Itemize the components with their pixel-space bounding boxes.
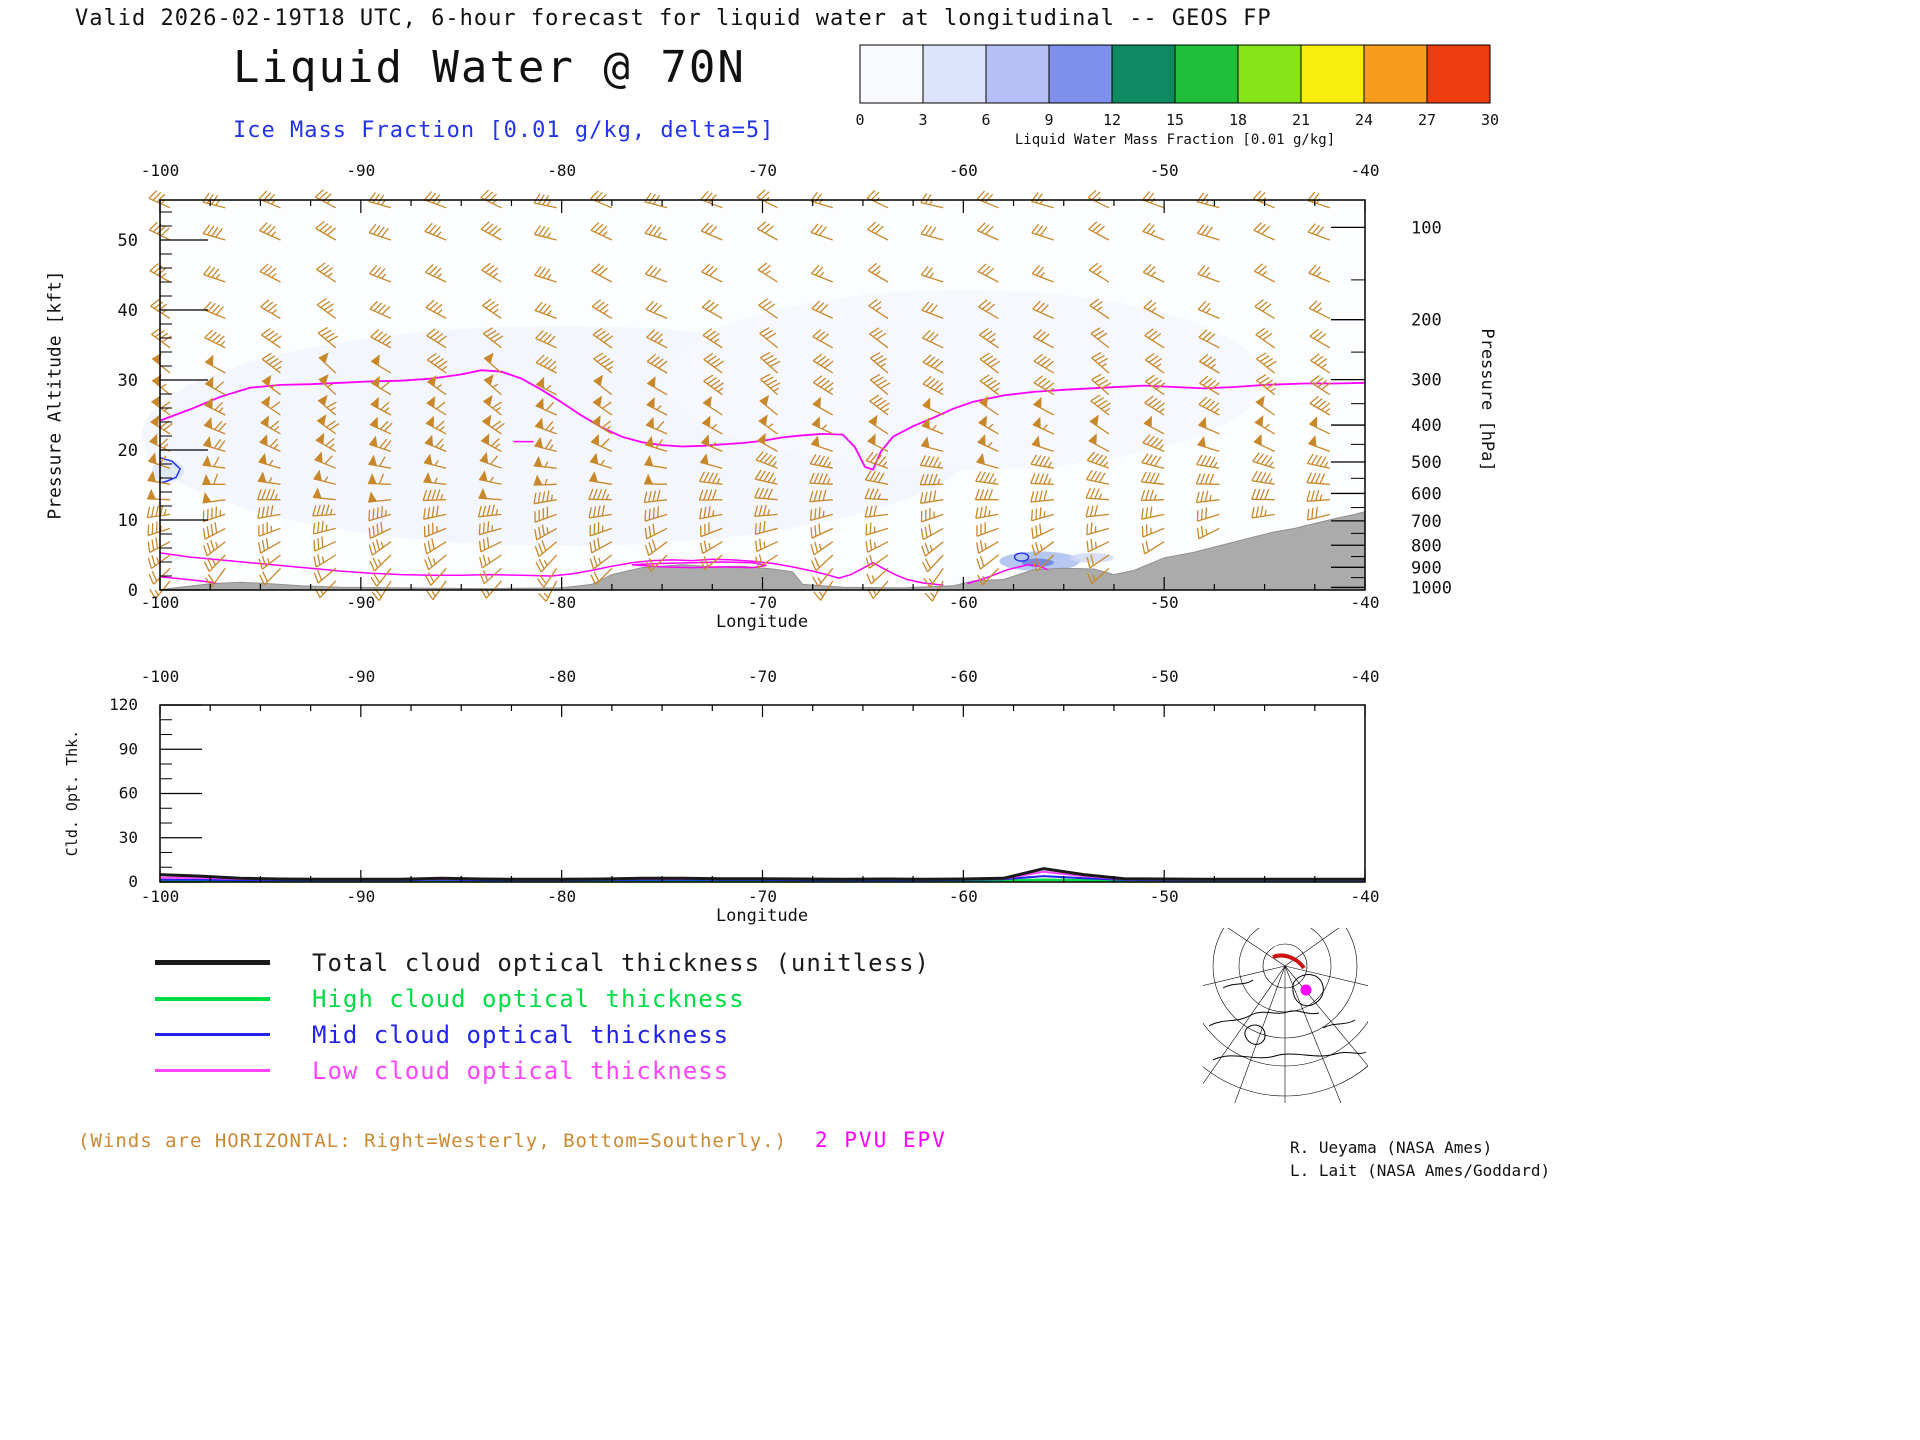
svg-text:-60: -60 — [949, 593, 978, 612]
svg-text:18: 18 — [1229, 111, 1247, 129]
legend-item-total: Total cloud optical thickness (unitless) — [155, 948, 930, 977]
epv-contour-label: 2 PVU EPV — [815, 1128, 947, 1152]
legend-item-mid: Mid cloud optical thickness — [155, 1020, 930, 1049]
svg-text:-70: -70 — [748, 887, 777, 906]
svg-text:700: 700 — [1411, 512, 1442, 532]
svg-text:0: 0 — [855, 111, 864, 129]
main-axes — [159, 199, 1366, 591]
svg-text:27: 27 — [1418, 111, 1436, 129]
svg-text:900: 900 — [1411, 558, 1442, 578]
svg-text:-50: -50 — [1150, 161, 1179, 180]
svg-text:100: 100 — [1411, 218, 1442, 238]
total-line-swatch — [155, 960, 270, 965]
svg-text:-90: -90 — [346, 887, 375, 906]
y-axis-label-panel2: Cld. Opt. Thk. — [63, 729, 81, 857]
svg-text:-40: -40 — [1351, 667, 1380, 686]
svg-text:-90: -90 — [346, 667, 375, 686]
svg-text:21: 21 — [1292, 111, 1310, 129]
svg-text:-70: -70 — [748, 667, 777, 686]
svg-text:-80: -80 — [547, 161, 576, 180]
location-map — [1203, 928, 1368, 1103]
y-axis-label-left: Pressure Altitude [kft] — [44, 270, 66, 520]
legend-label-high: High cloud optical thickness — [312, 984, 745, 1013]
svg-text:90: 90 — [119, 739, 138, 758]
location-marker — [1300, 984, 1312, 996]
svg-text:12: 12 — [1103, 111, 1121, 129]
svg-text:-70: -70 — [748, 161, 777, 180]
svg-text:0: 0 — [128, 872, 138, 891]
svg-text:10: 10 — [118, 511, 138, 531]
svg-text:300: 300 — [1411, 371, 1442, 391]
svg-text:3: 3 — [918, 111, 927, 129]
svg-text:30: 30 — [1481, 111, 1499, 129]
svg-text:-60: -60 — [949, 161, 978, 180]
svg-text:-60: -60 — [949, 667, 978, 686]
legend-label-total: Total cloud optical thickness (unitless) — [312, 948, 930, 977]
svg-text:40: 40 — [118, 301, 138, 321]
terrain-profile — [159, 510, 1366, 591]
svg-text:-40: -40 — [1351, 593, 1380, 612]
winds-note: (Winds are HORIZONTAL: Right=Westerly, B… — [78, 1130, 788, 1152]
svg-text:0: 0 — [128, 581, 138, 601]
svg-text:30: 30 — [119, 828, 138, 847]
svg-text:15: 15 — [1166, 111, 1184, 129]
svg-text:-50: -50 — [1150, 887, 1179, 906]
colorbar-title: Liquid Water Mass Fraction [0.01 g/kg] — [1014, 132, 1336, 148]
flight-track — [1272, 953, 1306, 970]
svg-text:-80: -80 — [547, 667, 576, 686]
credit-line-2: L. Lait (NASA Ames/Goddard) — [1290, 1161, 1551, 1180]
svg-text:1000: 1000 — [1411, 578, 1452, 598]
svg-text:500: 500 — [1411, 453, 1442, 473]
svg-text:-100: -100 — [141, 667, 180, 686]
svg-text:-70: -70 — [748, 593, 777, 612]
legend: Total cloud optical thickness (unitless)… — [155, 948, 930, 1085]
svg-text:6: 6 — [981, 111, 990, 129]
svg-text:400: 400 — [1411, 416, 1442, 436]
mid-line-swatch — [155, 1033, 270, 1036]
svg-text:-60: -60 — [949, 887, 978, 906]
legend-label-low: Low cloud optical thickness — [312, 1056, 730, 1085]
legend-item-low: Low cloud optical thickness — [155, 1056, 930, 1085]
x-axis-label-main: Longitude — [715, 612, 809, 632]
svg-text:-100: -100 — [141, 593, 180, 612]
svg-text:-50: -50 — [1150, 667, 1179, 686]
svg-text:800: 800 — [1411, 536, 1442, 556]
ice-contour — [159, 456, 182, 484]
validity-header: Valid 2026-02-19T18 UTC, 6-hour forecast… — [75, 6, 1272, 31]
svg-text:-40: -40 — [1351, 161, 1380, 180]
svg-text:20: 20 — [118, 441, 138, 461]
low-line-swatch — [155, 1069, 270, 1072]
svg-text:-50: -50 — [1150, 593, 1179, 612]
svg-text:-80: -80 — [547, 593, 576, 612]
high-line-swatch — [155, 996, 270, 1001]
svg-text:200: 200 — [1411, 311, 1442, 331]
cloud-optical-thickness-panel — [159, 704, 1366, 883]
svg-text:-100: -100 — [141, 887, 180, 906]
ice-mass-fraction-subtitle: Ice Mass Fraction [0.01 g/kg, delta=5] — [233, 118, 775, 143]
map-graticule — [1203, 928, 1368, 1103]
svg-text:30: 30 — [118, 371, 138, 391]
colorbar — [859, 44, 1491, 104]
svg-text:50: 50 — [118, 231, 138, 251]
svg-text:-40: -40 — [1351, 887, 1380, 906]
svg-text:-100: -100 — [141, 161, 180, 180]
svg-text:120: 120 — [109, 695, 138, 714]
credit-line-1: R. Ueyama (NASA Ames) — [1290, 1138, 1493, 1157]
x-axis-label-panel2: Longitude — [715, 906, 809, 926]
svg-text:-90: -90 — [346, 593, 375, 612]
svg-text:9: 9 — [1044, 111, 1053, 129]
svg-text:-80: -80 — [547, 887, 576, 906]
svg-text:60: 60 — [119, 784, 138, 803]
legend-item-high: High cloud optical thickness — [155, 984, 930, 1013]
map-coastlines — [1208, 974, 1367, 1061]
plot-title: Liquid Water @ 70N — [233, 42, 746, 93]
legend-label-mid: Mid cloud optical thickness — [312, 1020, 730, 1049]
svg-text:-90: -90 — [346, 161, 375, 180]
svg-text:600: 600 — [1411, 484, 1442, 504]
svg-text:24: 24 — [1355, 111, 1373, 129]
y-axis-label-right: Pressure [hPa] — [1477, 328, 1497, 472]
